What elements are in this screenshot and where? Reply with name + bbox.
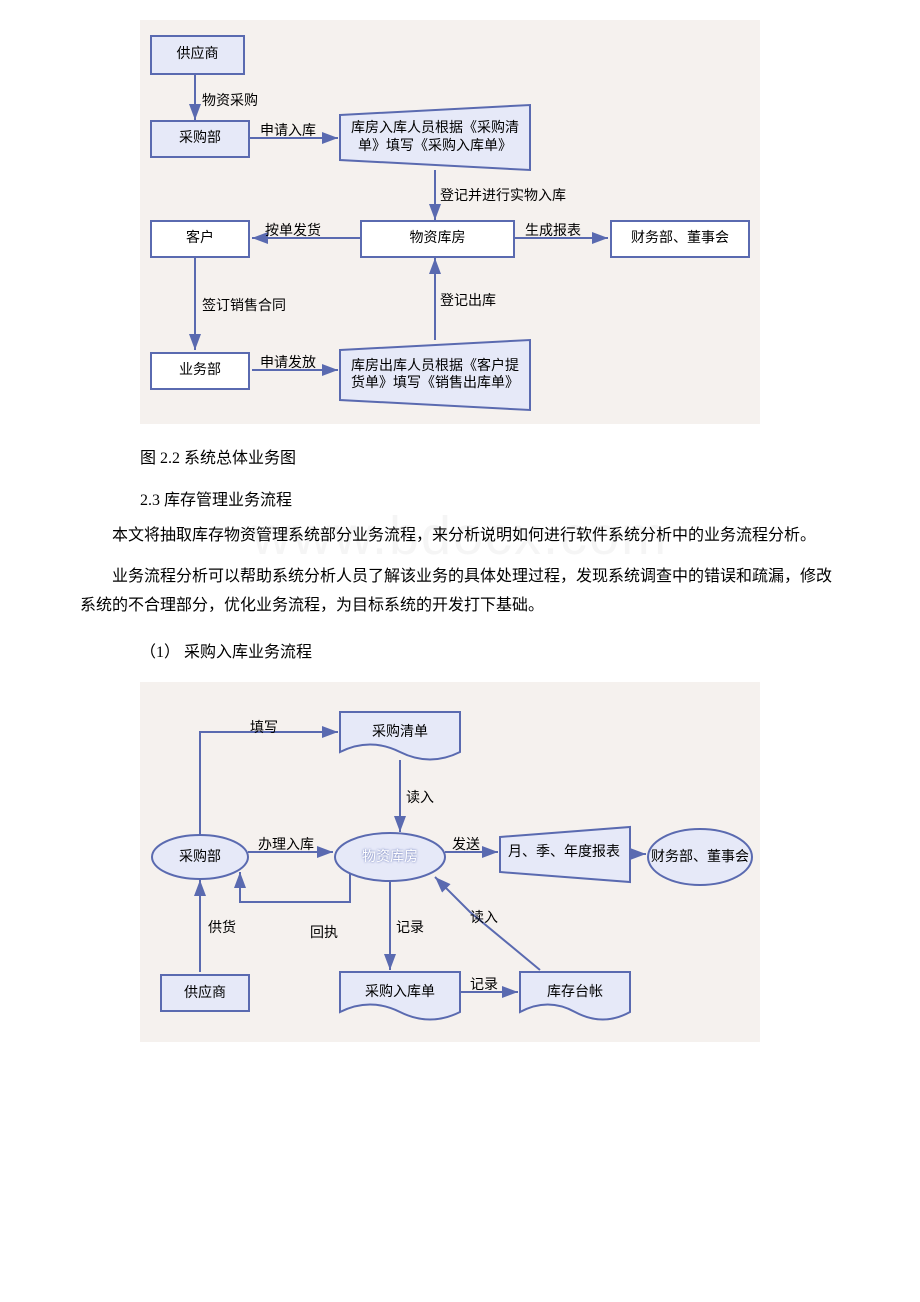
subsection-heading: （1） 采购入库业务流程	[140, 638, 840, 662]
node-label: 库存台帐	[547, 984, 603, 1002]
node-label: 客户	[186, 230, 214, 248]
section-heading: 2.3 库存管理业务流程	[140, 486, 840, 510]
node-warehouse-2: 物资库房	[335, 842, 445, 872]
paragraph: 业务流程分析可以帮助系统分析人员了解该业务的具体处理过程，发现系统调查中的错误和…	[80, 563, 840, 621]
node-label: 月、季、年度报表	[508, 844, 620, 862]
node-supplier: 供应商	[150, 35, 245, 75]
diagram-purchase-in: 采购部 物资库房 财务部、董事会 供应商 采购清单 采购入库单 库存台帐 月、季…	[140, 682, 840, 1042]
node-warehouse: 物资库房	[360, 220, 515, 258]
node-ledger: 库存台帐	[520, 977, 630, 1007]
node-label: 库房入库人员根据《采购清单》填写《采购入库单》	[347, 120, 523, 155]
node-purchase-list: 采购清单	[340, 717, 460, 747]
node-finance: 财务部、董事会	[610, 220, 750, 258]
edge-label: 读入	[406, 787, 434, 807]
edge-label: 发送	[452, 834, 480, 854]
edge-label: 办理入库	[258, 834, 314, 854]
node-purchase-dept: 采购部	[150, 120, 250, 158]
edge-label: 签订销售合同	[202, 295, 286, 315]
paragraph: 本文将抽取库存物资管理系统部分业务流程，来分析说明如何进行软件系统分析中的业务流…	[80, 522, 840, 551]
edge-label: 生成报表	[525, 220, 581, 240]
edge-label: 申请发放	[260, 352, 316, 372]
edge-label: 读入	[470, 907, 498, 927]
node-purchase-dept-2: 采购部	[152, 842, 248, 872]
edge-label: 供货	[208, 917, 236, 937]
edge-label: 按单发货	[265, 220, 321, 240]
node-finance-2: 财务部、董事会	[648, 834, 752, 880]
node-label: 供应商	[184, 985, 226, 1003]
edge-label: 回执	[310, 922, 338, 942]
node-label: 财务部、董事会	[651, 849, 749, 867]
node-label: 采购入库单	[365, 984, 435, 1002]
diagram-system-overall: 供应商 采购部 客户 业务部 物资库房 财务部、董事会 库房入库人员根据《采购清…	[140, 20, 840, 424]
node-doc-out: 库房出库人员根据《客户提货单》填写《销售出库单》	[345, 345, 525, 405]
edge-label: 申请入库	[260, 120, 316, 140]
node-report: 月、季、年度报表	[505, 832, 623, 872]
node-label: 财务部、董事会	[631, 230, 729, 248]
node-label: 业务部	[179, 362, 221, 380]
edge-label: 记录	[396, 917, 424, 937]
edge-label: 登记并进行实物入库	[440, 185, 566, 205]
node-label: 供应商	[177, 46, 219, 64]
edge-label: 登记出库	[440, 290, 496, 310]
node-business-dept: 业务部	[150, 352, 250, 390]
node-customer: 客户	[150, 220, 250, 258]
node-label: 库房出库人员根据《客户提货单》填写《销售出库单》	[347, 358, 523, 393]
edge-label: 填写	[250, 717, 278, 737]
node-supplier-2: 供应商	[160, 974, 250, 1012]
node-label: 采购部	[179, 130, 221, 148]
caption-diagram1: 图 2.2 系统总体业务图	[140, 444, 840, 468]
edge-label: 记录	[470, 974, 498, 994]
node-in-slip: 采购入库单	[340, 977, 460, 1007]
node-label: 采购清单	[372, 724, 428, 742]
node-label: 物资库房	[362, 849, 418, 867]
node-label: 采购部	[179, 849, 221, 867]
edge-label: 物资采购	[202, 90, 258, 110]
node-doc-in: 库房入库人员根据《采购清单》填写《采购入库单》	[345, 110, 525, 165]
node-label: 物资库房	[410, 230, 466, 248]
